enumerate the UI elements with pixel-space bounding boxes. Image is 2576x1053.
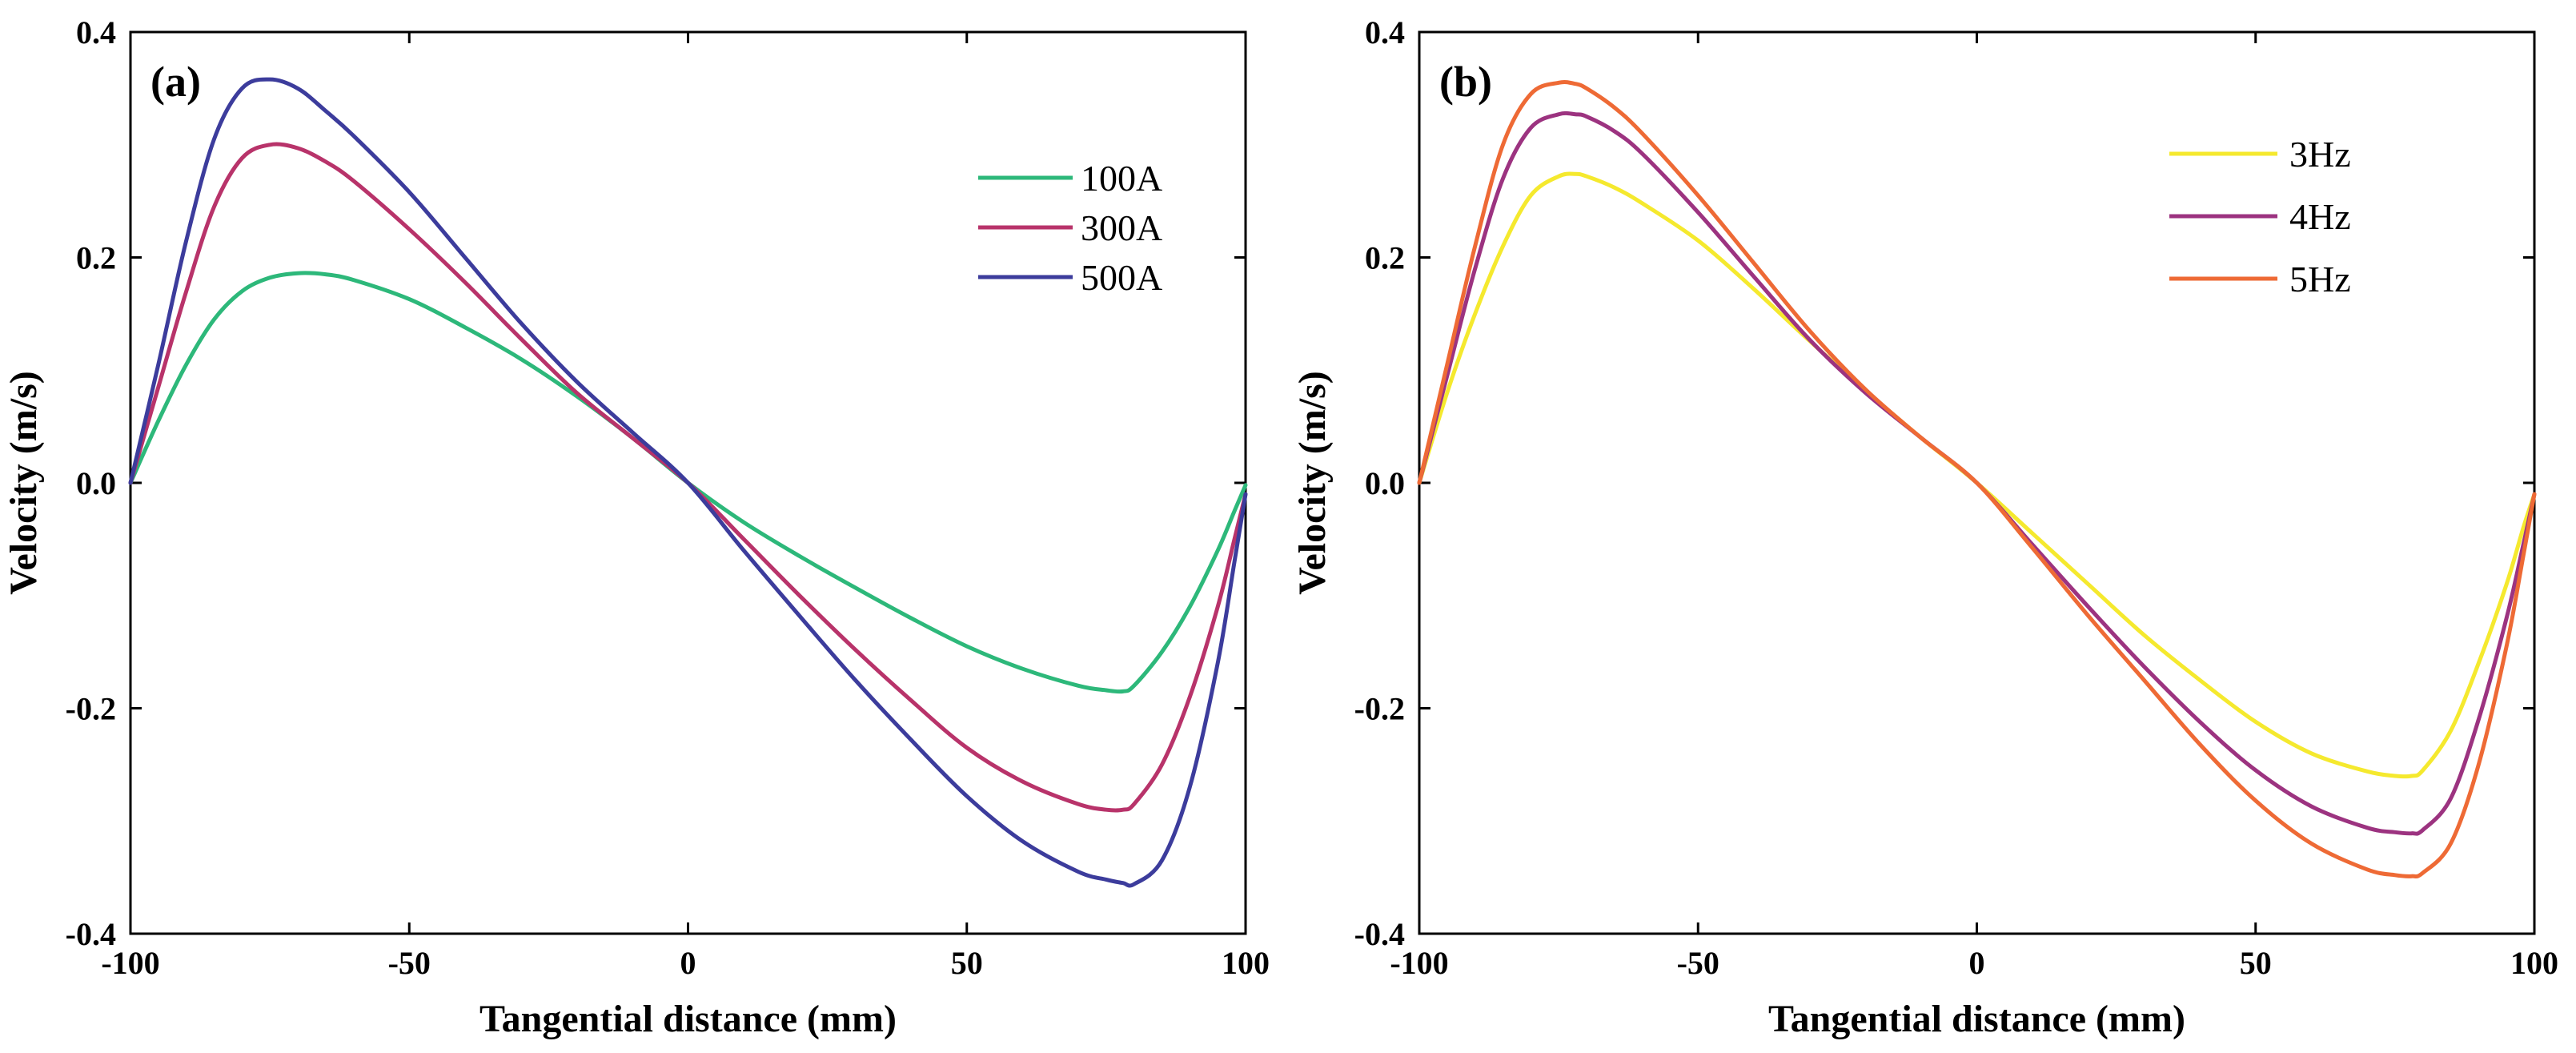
x-tick-label: 100 xyxy=(2510,945,2558,981)
y-tick-label: -0.4 xyxy=(66,916,116,952)
y-tick-label: 0.4 xyxy=(1365,14,1405,50)
y-tick-label: 0.0 xyxy=(1365,465,1405,501)
x-tick-label: -100 xyxy=(101,945,159,981)
x-axis-title: Tangential distance (mm) xyxy=(479,998,897,1040)
y-tick-label: -0.4 xyxy=(1354,916,1405,952)
series-line-5Hz xyxy=(1417,79,2537,878)
y-tick-label: 0.0 xyxy=(76,465,116,501)
y-tick-label: 0.2 xyxy=(1365,240,1405,276)
x-tick-label: -50 xyxy=(1677,945,1719,981)
x-tick-label: -100 xyxy=(1390,945,1448,981)
y-tick-label: -0.2 xyxy=(1354,691,1405,727)
legend-label-300A: 300A xyxy=(1081,207,1162,248)
legend-label-4Hz: 4Hz xyxy=(2289,196,2351,237)
x-axis-title: Tangential distance (mm) xyxy=(1768,998,2185,1040)
x-tick-label: 100 xyxy=(1222,945,1270,981)
y-axis-title: Velocity (m/s) xyxy=(1291,371,1334,595)
y-tick-label: -0.2 xyxy=(66,691,116,727)
y-tick-label: 0.2 xyxy=(76,240,116,276)
y-axis-title: Velocity (m/s) xyxy=(2,371,45,595)
series-line-500A xyxy=(128,77,1248,888)
legend-label-500A: 500A xyxy=(1081,257,1162,298)
series-line-4Hz xyxy=(1417,111,2537,836)
legend-label-5Hz: 5Hz xyxy=(2289,259,2351,299)
y-tick-label: 0.4 xyxy=(76,14,116,50)
x-tick-label: 0 xyxy=(1969,945,1985,981)
x-tick-label: 0 xyxy=(680,945,696,981)
x-tick-label: -50 xyxy=(388,945,431,981)
panel-b: -100 -50 0 50 100 -0.4 -0.2 0.0 0.2 0.4 Tangential… xyxy=(1291,14,2558,1040)
legend-label-100A: 100A xyxy=(1081,158,1162,199)
x-tick-label: 50 xyxy=(951,945,983,981)
panel-label: (b) xyxy=(1439,58,1492,106)
series-line-100A xyxy=(128,271,1248,694)
x-tick-label: 50 xyxy=(2240,945,2272,981)
series-line-3Hz xyxy=(1417,171,2537,779)
series-line-300A xyxy=(128,142,1248,813)
legend-label-3Hz: 3Hz xyxy=(2289,134,2351,175)
panel-a: -100 -50 0 50 100 -0.4 -0.2 0.0 0.2 0.4 Tangential… xyxy=(2,14,1270,1040)
panel-label: (a) xyxy=(150,58,201,106)
